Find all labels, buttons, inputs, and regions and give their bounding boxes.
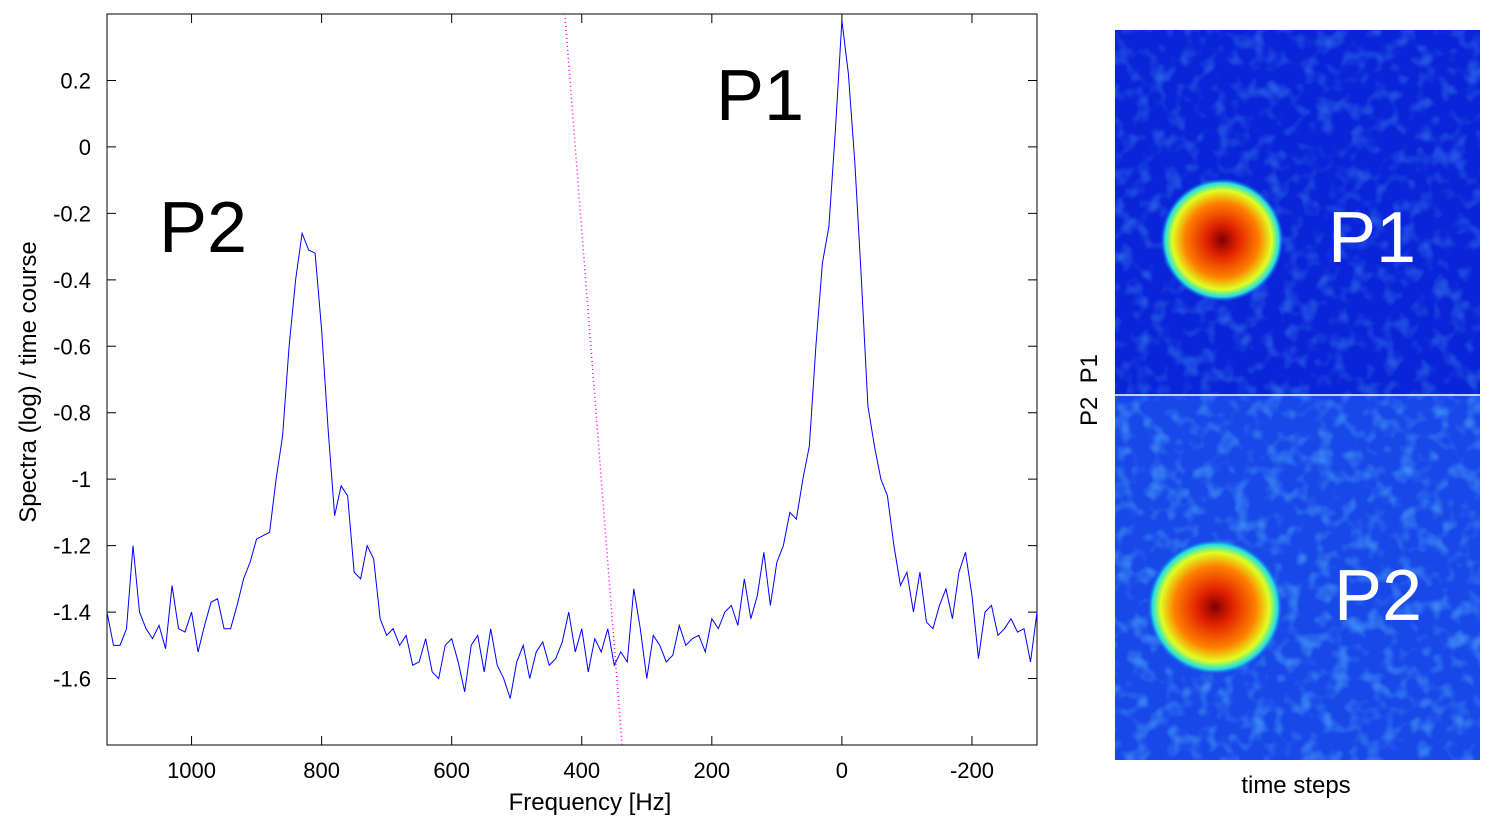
- y-tick-label: 0.2: [60, 68, 91, 93]
- annotation: P2: [159, 188, 247, 268]
- plot-frame: [106, 13, 1038, 746]
- y-tick-label: -1.6: [53, 667, 91, 692]
- x-tick-label: 800: [303, 758, 340, 783]
- x-tick-label: 400: [563, 758, 600, 783]
- x-tick-label: 1000: [167, 758, 216, 783]
- annotation: P1: [716, 56, 804, 136]
- dotted-line: [564, 13, 623, 746]
- y-tick-label: -1.4: [53, 600, 91, 625]
- x-tick-label: 0: [836, 758, 848, 783]
- heatmap-p1: [1115, 30, 1480, 395]
- y-tick-label: -1.2: [53, 534, 91, 559]
- x-tick-label: 200: [693, 758, 730, 783]
- y-axis-label: Spectra (log) / time course: [15, 241, 42, 522]
- x-axis-label: Frequency [Hz]: [509, 789, 672, 816]
- heatmap-p2: [1115, 395, 1480, 760]
- image-y-label: P2 P1: [1076, 354, 1103, 426]
- y-tick-label: -1: [71, 467, 91, 492]
- image-label: P1: [1328, 198, 1416, 278]
- x-tick-label: 600: [433, 758, 470, 783]
- y-tick-label: -0.4: [53, 268, 91, 293]
- y-tick-label: -0.6: [53, 334, 91, 359]
- y-tick-label: 0: [79, 135, 91, 160]
- y-tick-label: -0.2: [53, 201, 91, 226]
- y-tick-label: -0.8: [53, 401, 91, 426]
- spectrum-line: [106, 20, 1038, 699]
- x-tick-label: -200: [950, 758, 994, 783]
- image-x-label: time steps: [1241, 772, 1350, 799]
- image-label: P2: [1334, 556, 1422, 636]
